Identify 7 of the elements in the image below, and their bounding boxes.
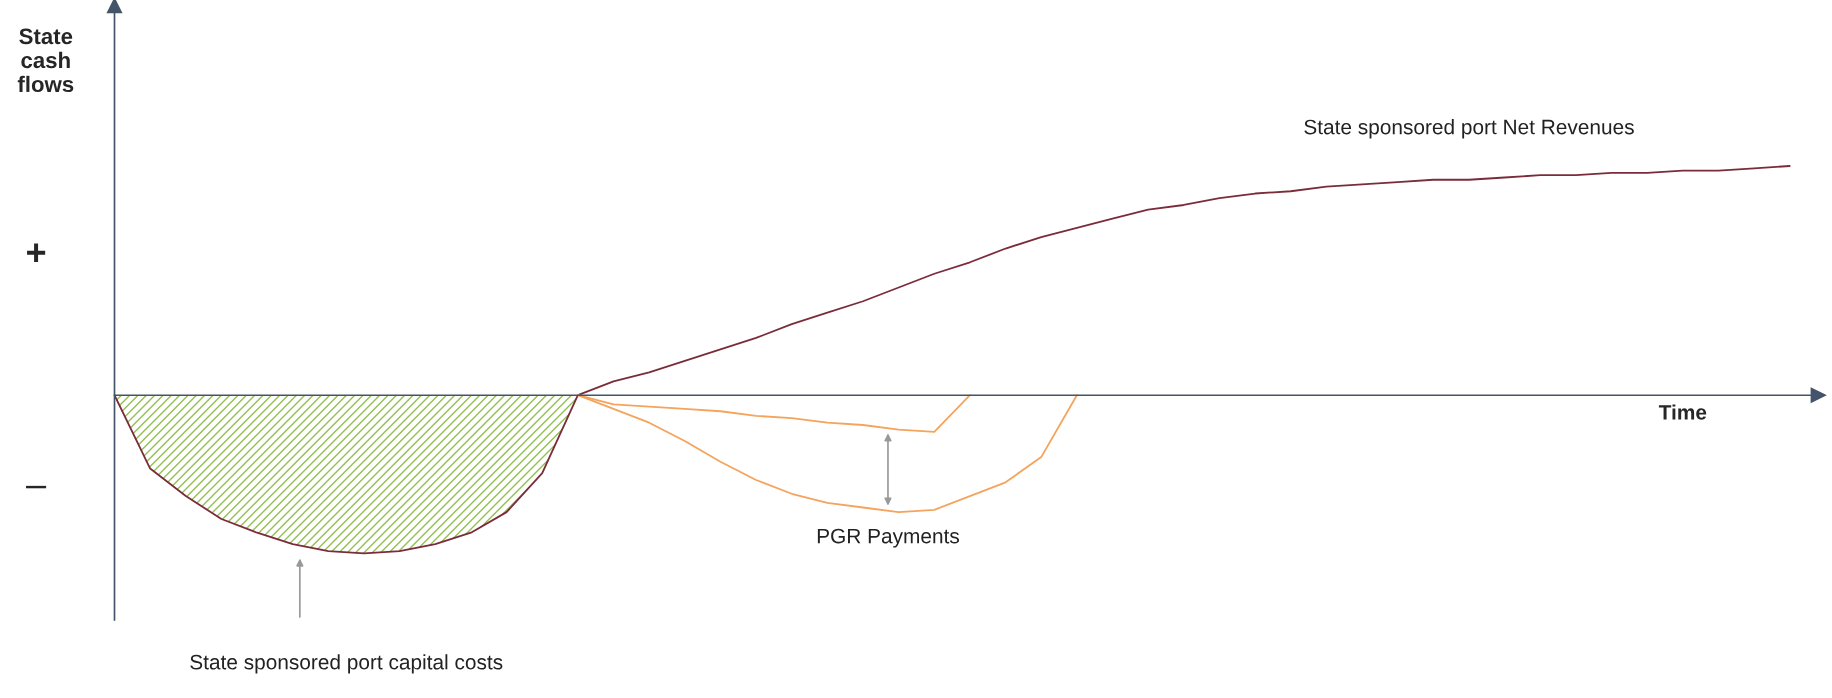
text: – (26, 485, 47, 489)
text: State sponsored port capital costs (190, 654, 503, 674)
y-axis-title: State cash flows (17, 28, 74, 93)
annotation: PGR Payments (817, 528, 959, 548)
text: + (27, 243, 46, 262)
x-axis-title: Time (1658, 404, 1707, 420)
text: State sponsored port Net Revenues (1304, 119, 1634, 139)
